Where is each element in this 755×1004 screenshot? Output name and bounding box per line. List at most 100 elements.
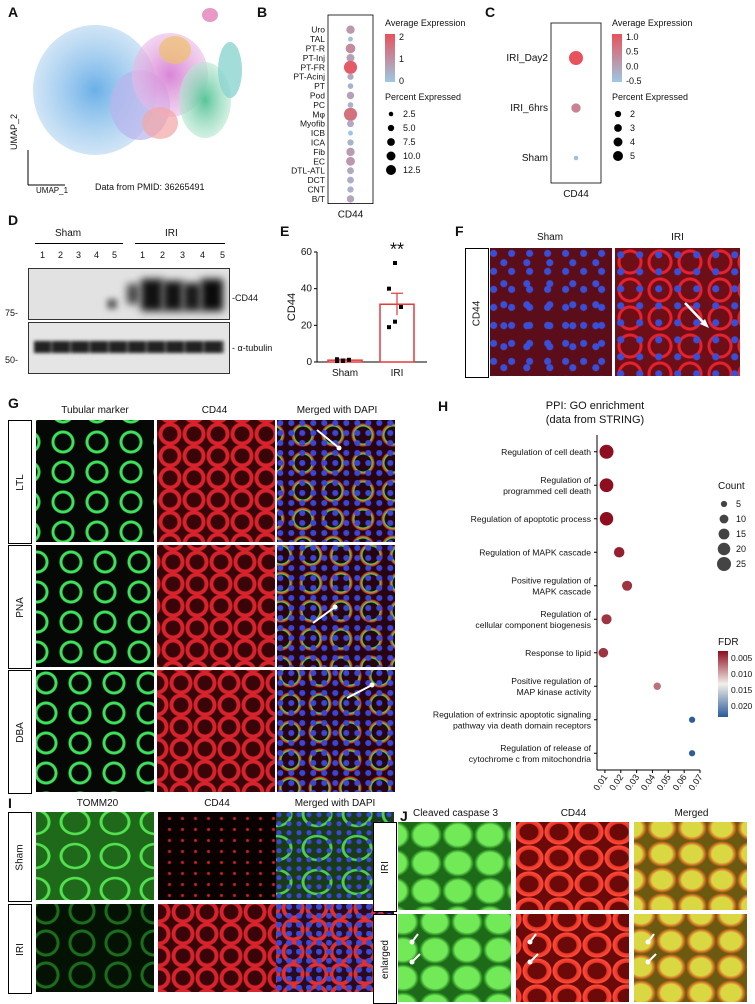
sham-bracket: [35, 243, 123, 244]
arrow: [312, 606, 336, 624]
expression-dot: [346, 147, 355, 157]
data-point: [393, 261, 397, 265]
size-tick: 3: [630, 123, 635, 133]
j-image-r1-c0: [398, 914, 511, 1002]
expression-dot: [347, 102, 354, 108]
expression-dot: [346, 91, 355, 100]
g-image-r0-c2: [277, 420, 395, 542]
dotplot-c: IRI_Day2 IRI_6hrs Sham CD44: [506, 22, 602, 200]
expression-dot: [346, 25, 355, 34]
data-point: [341, 358, 345, 363]
term-label: Response to lipid: [525, 648, 591, 658]
data-point: [387, 325, 391, 330]
color-bar: [385, 34, 395, 82]
plot-frame: [327, 14, 374, 205]
dotplot-b: UroTALPT-RPT-InjPT-FRPT-AcinjPTPodPCMφMy…: [291, 14, 374, 220]
category-label: TAL: [310, 34, 325, 44]
f-sham-image: [490, 248, 612, 376]
size-tick: 5.0: [403, 123, 416, 133]
expression-dot: [348, 130, 353, 136]
arrow-head: [409, 939, 415, 945]
color-tick: 1: [399, 54, 404, 64]
umap-y-label: UMAP_2: [9, 113, 19, 150]
data-point: [393, 319, 397, 324]
significance-mark: **: [390, 240, 404, 260]
category-label: PC: [313, 100, 325, 110]
panel-label-h: H: [438, 398, 449, 414]
y-axis-label: CD44: [286, 293, 298, 321]
category-label: PT-Inj: [303, 53, 325, 63]
term-dot: [622, 580, 633, 591]
g-col-3: Merged with DAPI: [296, 405, 378, 416]
expression-dot: [571, 103, 581, 113]
fdr-legend-title: FDR: [718, 637, 739, 648]
iri-bracket: [135, 243, 225, 244]
count-key-dot: [717, 557, 731, 571]
count-key-dot: [718, 528, 730, 540]
category-label: PT-R: [306, 44, 325, 54]
size-key-dot: [613, 137, 623, 147]
expression-dot: [347, 73, 354, 80]
lane-number: 2: [58, 250, 64, 260]
g-image-r1-c2: [277, 545, 395, 667]
cd44-blot: [28, 268, 230, 320]
fdr-tick: 0.005: [731, 653, 753, 663]
g-image-r2-c0: [36, 670, 154, 792]
term-label: Regulation of apoptotic process: [471, 514, 591, 524]
count-tick: 10: [736, 514, 746, 524]
tubulin-blot: [28, 322, 230, 374]
term-label: Regulation of: [540, 609, 591, 619]
category-label: Myofib: [300, 119, 325, 129]
term-label: cytochrome c from mitochondria: [469, 754, 591, 764]
term-label: Positive regulation of: [511, 676, 591, 686]
panel-label-b: B: [257, 4, 268, 20]
x-axis-label: CD44: [563, 189, 589, 200]
i-row-0: Sham: [8, 812, 32, 902]
x-tick-label: 0.07: [686, 772, 704, 790]
color-tick: 0.0: [626, 61, 639, 71]
umap-plot: [27, 8, 242, 186]
f-col-sham: Sham: [536, 232, 564, 243]
chart-subtitle: (data from STRING): [546, 414, 644, 426]
size-tick: 2.5: [403, 109, 416, 119]
panel-label-a: A: [8, 4, 19, 20]
bar-chart-e: 0 20 40 60 CD44 Sham IRI **: [286, 240, 427, 379]
umap-x-label: UMAP_1: [36, 186, 69, 195]
fdr-tick: 0.010: [731, 669, 753, 679]
j-image-r0-c0: [398, 822, 511, 910]
category-label: PT-Acinj: [293, 72, 325, 82]
expression-dot: [346, 156, 355, 166]
term-dot: [601, 614, 612, 625]
category-label: EC: [313, 156, 325, 166]
panel-label-j: J: [400, 808, 408, 824]
term-dot: [613, 547, 625, 558]
lane-number: 1: [40, 250, 46, 260]
i-image-r1-c1: [158, 904, 276, 992]
color-tick: -0.5: [626, 76, 642, 86]
size-key-dot: [613, 151, 623, 161]
i-col-3: Merged with DAPI: [294, 798, 376, 809]
term-dot: [653, 682, 661, 690]
term-dot: [599, 512, 614, 526]
arrow-head: [336, 445, 342, 451]
term-dot: [599, 478, 614, 493]
mw-50: 50-: [5, 355, 19, 365]
i-col-2: CD44: [204, 798, 230, 809]
lane-number: 1: [140, 250, 146, 260]
arrow-head: [645, 939, 651, 945]
count-tick: 25: [736, 559, 746, 569]
g-col-2: CD44: [201, 405, 228, 416]
category-label: DCT: [308, 175, 325, 185]
expression-dot: [346, 195, 355, 203]
fdr-tick: 0.020: [731, 701, 753, 711]
x-tick-label: IRI: [391, 368, 404, 379]
lane-numbers: 1 2 3 4 5 1 2 3 4 5: [30, 250, 230, 264]
expression-dot: [348, 36, 353, 42]
arrow: [316, 429, 340, 449]
size-key-dot: [386, 151, 396, 161]
j-image-r0-c1: [516, 822, 629, 910]
legend-svg: Average Expression 2 1 0 Percent Expressed 2.…: [385, 18, 465, 175]
legend-svg: Average Expression 1.0 0.5 0.0 -0.5 Percent E…: [612, 18, 692, 161]
expression-dot: [343, 107, 358, 121]
western-sham-label: Sham: [55, 228, 82, 239]
